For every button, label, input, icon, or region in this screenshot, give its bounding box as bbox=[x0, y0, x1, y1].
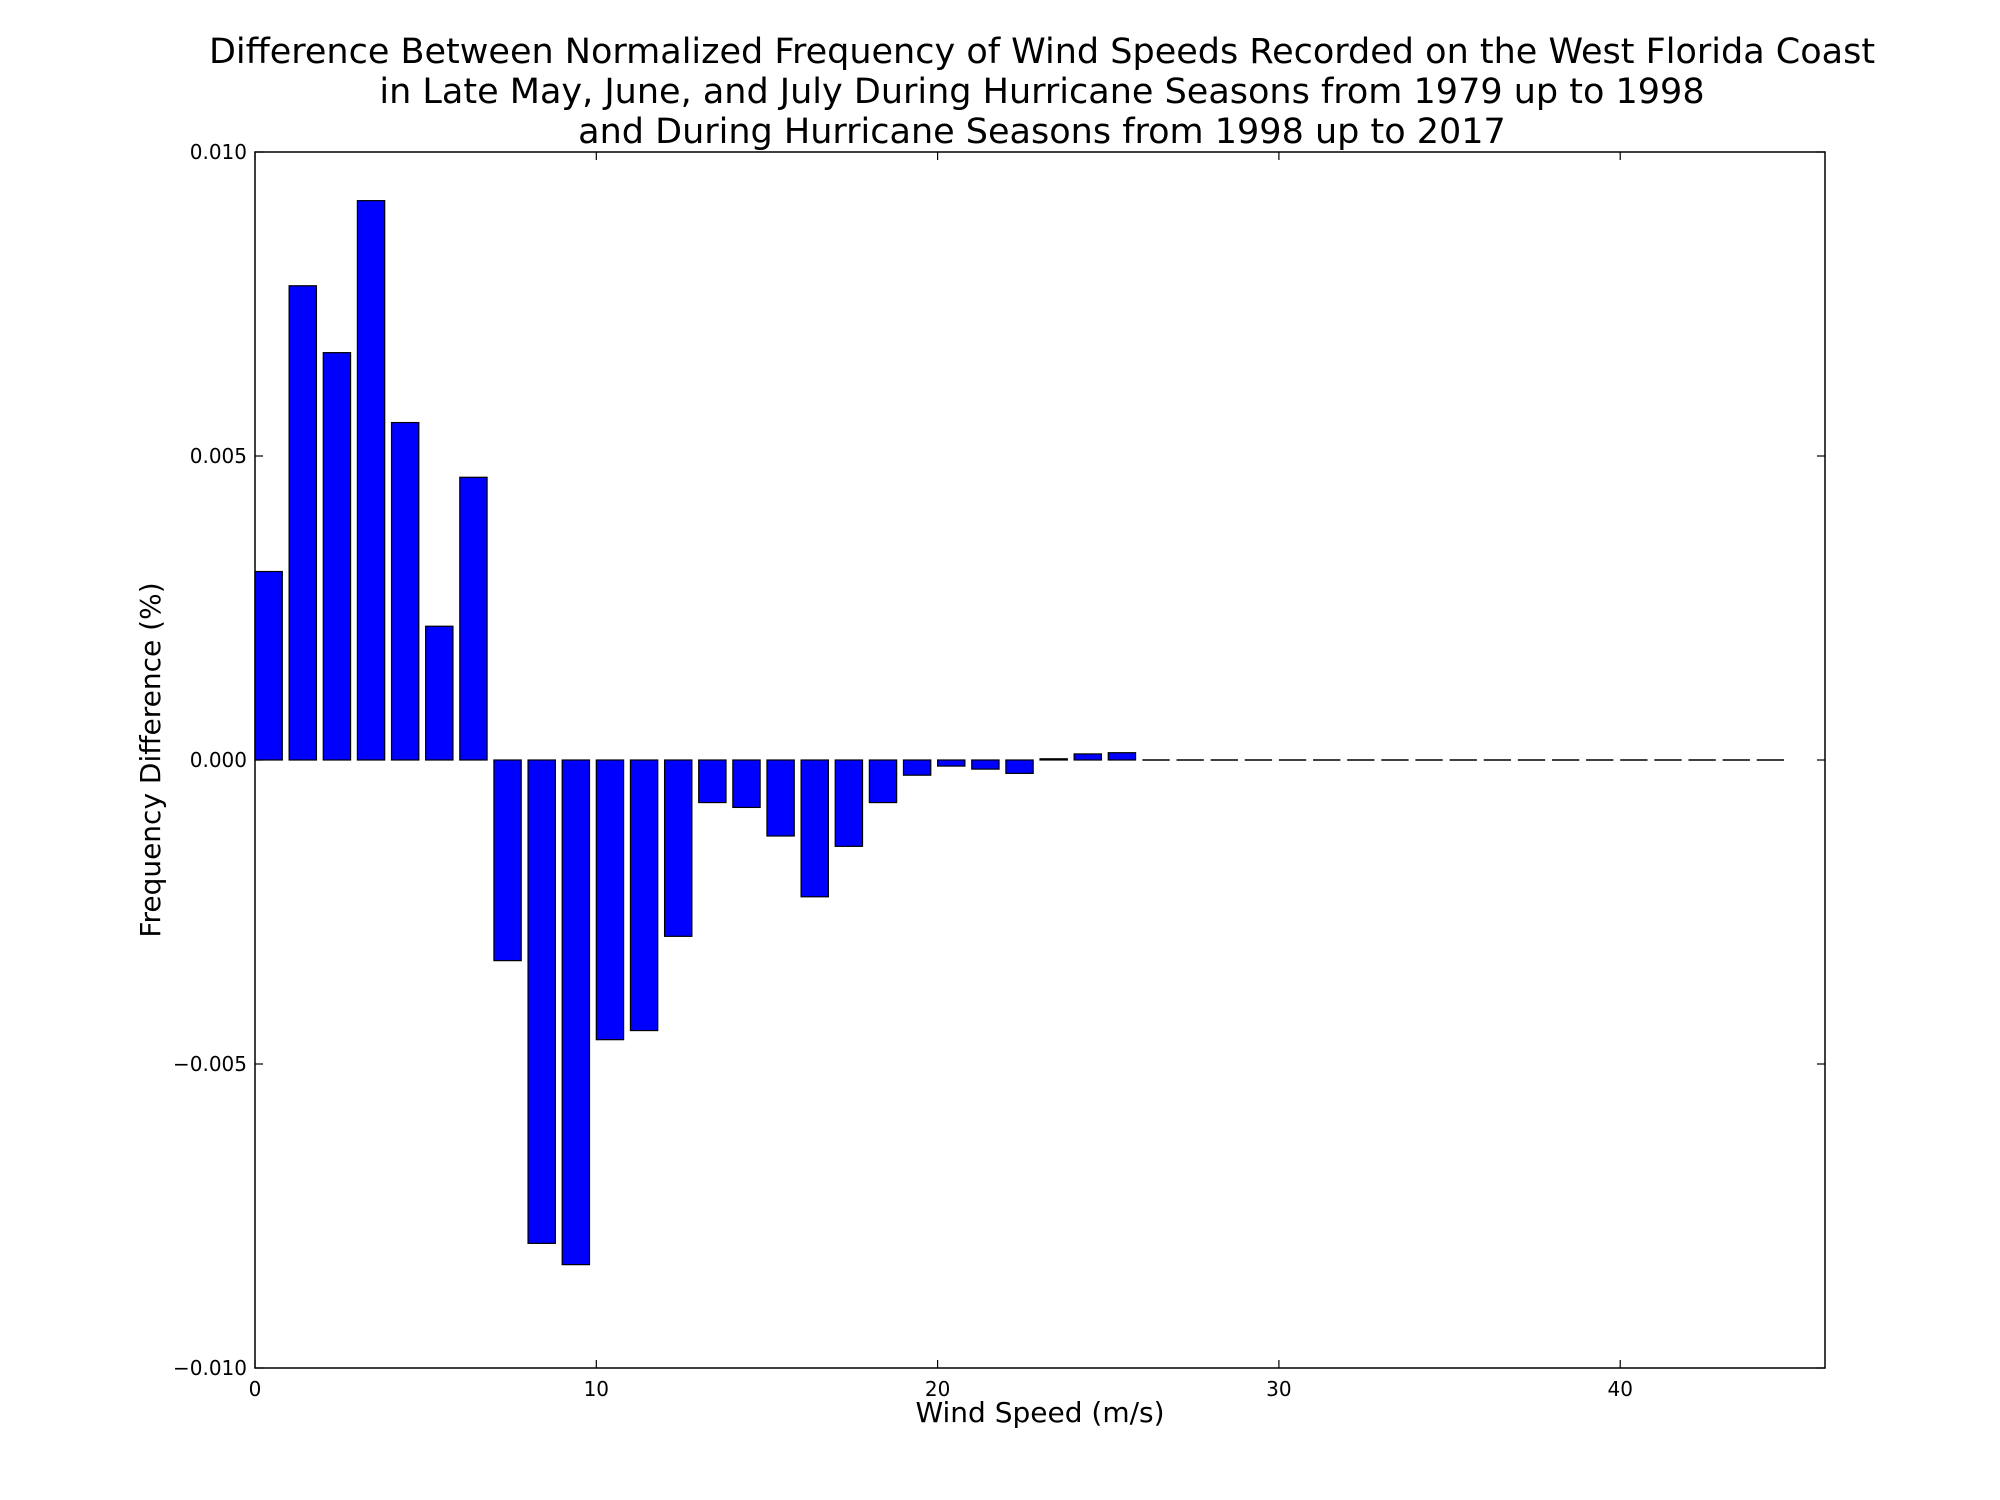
chart-title-line-2: in Late May, June, and July During Hurri… bbox=[379, 72, 1704, 112]
bar-22 bbox=[1005, 759, 1034, 774]
bar-13 bbox=[698, 759, 727, 804]
y-tick-label-2: 0.000 bbox=[190, 748, 247, 772]
bar-3 bbox=[356, 200, 386, 761]
bar-10 bbox=[595, 759, 625, 1041]
x-axis-label: Wind Speed (m/s) bbox=[915, 1396, 1164, 1429]
bar-0 bbox=[254, 570, 283, 761]
bar-12 bbox=[663, 759, 693, 937]
plot-frame bbox=[254, 151, 1826, 1369]
x-tick-label-0: 0 bbox=[249, 1377, 262, 1401]
bar-23 bbox=[1039, 758, 1068, 761]
chart-title-line-3: and During Hurricane Seasons from 1998 u… bbox=[578, 112, 1506, 152]
bar-25 bbox=[1107, 752, 1137, 761]
bar-6 bbox=[459, 476, 488, 761]
bar-11 bbox=[629, 759, 659, 1032]
bar-24 bbox=[1073, 753, 1103, 761]
bar-19 bbox=[902, 759, 932, 776]
bar-8 bbox=[527, 759, 556, 1244]
x-tick-label-40: 40 bbox=[1607, 1377, 1632, 1401]
bar-18 bbox=[868, 759, 898, 804]
bar-9 bbox=[561, 759, 591, 1266]
bar-14 bbox=[732, 759, 761, 809]
bar-17 bbox=[834, 759, 864, 847]
y-tick-label-4: −0.010 bbox=[173, 1356, 247, 1380]
y-tick-label-3: −0.005 bbox=[173, 1052, 247, 1076]
y-tick-label-1: 0.005 bbox=[190, 444, 247, 468]
bar-4 bbox=[390, 421, 420, 761]
bar-16 bbox=[800, 759, 829, 898]
bar-1 bbox=[288, 285, 318, 761]
y-axis-label: Frequency Difference (%) bbox=[134, 582, 167, 937]
bar-2 bbox=[322, 352, 352, 761]
bar-20 bbox=[937, 759, 966, 767]
y-tick-label-0: 0.010 bbox=[190, 140, 247, 164]
bars-group bbox=[254, 200, 1785, 1266]
x-tick-label-20: 20 bbox=[925, 1377, 950, 1401]
bar-7 bbox=[493, 759, 522, 962]
chart-title-line-1: Difference Between Normalized Frequency … bbox=[209, 32, 1875, 72]
bar-15 bbox=[766, 759, 795, 837]
ticks-group: 0 10 20 30 40 0.010 0.005 0.000 −0.005 −0.010 bbox=[173, 140, 1825, 1401]
bar-21 bbox=[971, 759, 1000, 770]
x-tick-label-30: 30 bbox=[1266, 1377, 1291, 1401]
x-tick-label-10: 10 bbox=[584, 1377, 609, 1401]
bar-5 bbox=[425, 625, 454, 761]
